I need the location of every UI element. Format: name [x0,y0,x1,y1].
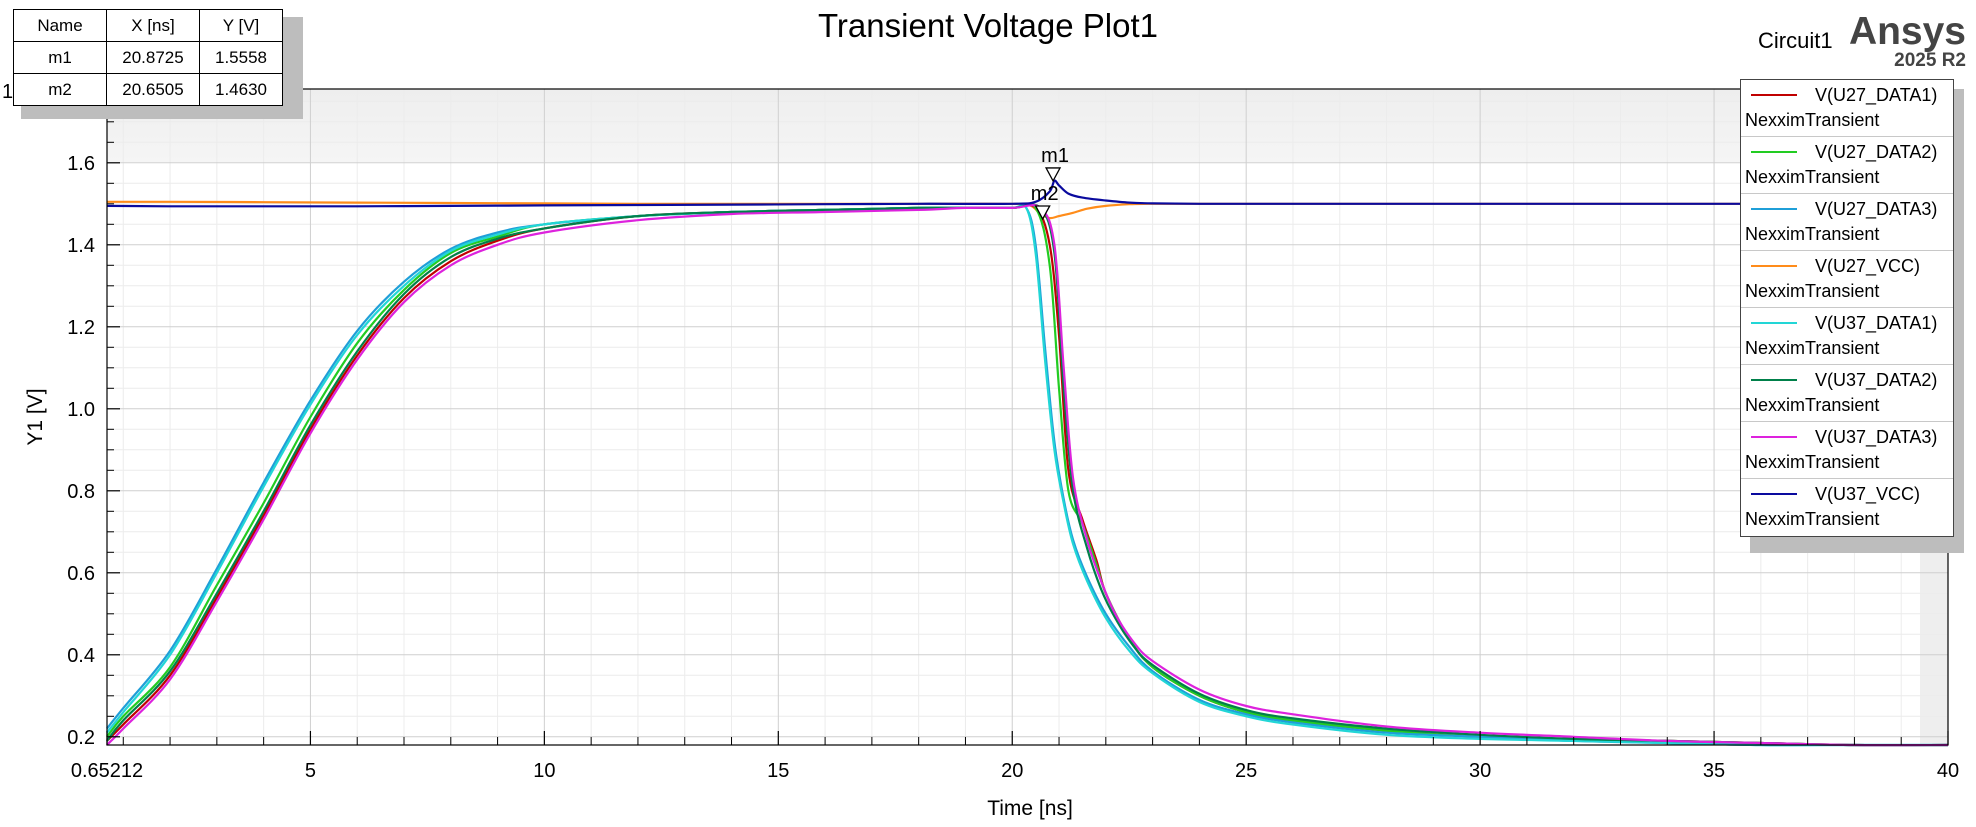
tick-layer: 0.65212 5 10 15 20 25 30 35 40 0.2 0.4 0.6 0.8 1.0 1.2… [67,100,1959,782]
x-tick-label: 20 [1001,760,1023,782]
legend-item-subtitle: NexximTransient [1745,509,1880,529]
legend-item-label: V(U27_DATA1) [1815,84,1938,105]
x-axis-label: Time [ns] [987,797,1073,820]
legend-item-row: V(U37_DATA3) [1745,422,1953,452]
marker-m2-triangle[interactable] [1034,205,1051,221]
y-tick-label: 1.0 [67,399,95,421]
series-layer [106,179,1949,747]
marker-m1-triangle[interactable] [1044,167,1062,183]
header-x: X [ns] [106,9,200,42]
table-row[interactable]: m2 20.6505 1.4630 [13,73,283,106]
x-tick-label: 35 [1703,760,1725,782]
marker-x-cell: 20.6505 [106,73,200,106]
x-tick-label: 5 [305,760,316,782]
series-line-vu37-data1 [106,203,1948,747]
legend-item-row: V(U27_DATA2) [1745,137,1953,167]
y-tick-label: 0.6 [67,563,95,585]
legend-item-subtitle: NexximTransient [1745,224,1880,244]
brand-version: 2025 R2 [1894,50,1966,71]
circuit-name: Circuit1 [1758,28,1833,53]
x-tick-label: 0.65212 [71,760,143,782]
minor-grid [107,89,1948,745]
legend-swatch-icon [1751,94,1797,96]
legend-swatch-icon [1751,493,1797,495]
table-row[interactable]: m1 20.8725 1.5558 [13,41,283,74]
legend-item[interactable]: V(U27_DATA2) NexximTransient [1741,137,1953,194]
x-tick-label: 15 [767,760,789,782]
x-tick-label: 30 [1469,760,1491,782]
y-tick-label: 0.4 [67,645,95,667]
marker-y-cell: 1.5558 [199,41,283,74]
y-tick-label: 0.8 [67,481,95,503]
legend-item[interactable]: V(U27_DATA1) NexximTransient [1741,80,1953,137]
legend-item[interactable]: V(U27_VCC) NexximTransient [1741,251,1953,308]
legend-swatch-icon [1751,151,1797,153]
legend-item[interactable]: V(U37_DATA1) NexximTransient [1741,308,1953,365]
legend-item-row: V(U37_DATA2) [1745,365,1953,395]
y-tick-label: 0.2 [67,727,95,749]
marker-name-cell: m1 [13,41,107,74]
header-y: Y [V] [199,9,283,42]
major-grid [107,89,1949,745]
legend-item-subtitle: NexximTransient [1745,395,1880,415]
y-axis-label: Y1 [V] [24,388,47,445]
chart-title: Transient Voltage Plot1 [818,7,1158,44]
x-tick-label: 25 [1235,760,1257,782]
legend-item-label: V(U27_DATA2) [1815,141,1938,162]
marker-table: Name X [ns] Y [V] m1 20.8725 1.5558 m2 2… [13,9,303,119]
legend-box: V(U27_DATA1) NexximTransient V(U27_DATA2) N… [1740,79,1954,537]
legend-item-subtitle: NexximTransient [1745,281,1880,301]
marker-layer: m1 m2 [1031,145,1069,221]
brand-logo-text: Ansys [1849,10,1966,53]
marker-m2-label: m2 [1031,183,1059,205]
marker-table-header: Name X [ns] Y [V] [13,9,283,42]
marker-table-grid: Name X [ns] Y [V] m1 20.8725 1.5558 m2 2… [13,9,283,106]
stray-digit: 1 [2,81,13,103]
legend-item-label: V(U37_VCC) [1815,483,1921,504]
x-tick-label: 10 [533,760,555,782]
legend-swatch-icon [1751,265,1797,267]
legend-swatch-icon [1751,436,1797,438]
legend-item[interactable]: V(U27_DATA3) NexximTransient [1741,194,1953,251]
y-tick-label: 1.2 [67,317,95,339]
legend-item-row: V(U37_DATA1) [1745,308,1953,338]
legend-item-subtitle: NexximTransient [1745,167,1880,187]
legend-item-row: V(U27_VCC) [1745,251,1953,281]
legend-item[interactable]: V(U37_VCC) NexximTransient [1741,479,1953,536]
marker-x-cell: 20.8725 [106,41,200,74]
y-tick-label: 1.4 [67,235,95,257]
legend-item-label: V(U27_VCC) [1815,255,1921,276]
legend-swatch-icon [1751,322,1797,324]
header-name: Name [13,9,107,42]
legend-item-label: V(U27_DATA3) [1815,198,1938,219]
legend-swatch-icon [1751,379,1797,381]
legend-item-row: V(U27_DATA3) [1745,194,1953,224]
marker-y-cell: 1.4630 [199,73,283,106]
series-line-vu37-vcc [106,179,1948,208]
legend-item[interactable]: V(U37_DATA2) NexximTransient [1741,365,1953,422]
series-line-vu37-data3 [106,204,1949,747]
legend-item-label: V(U37_DATA2) [1815,369,1938,390]
legend-item-label: V(U37_DATA3) [1815,426,1938,447]
y-tick-label: 1.6 [67,153,95,175]
legend-item-subtitle: NexximTransient [1745,338,1880,358]
legend-item-row: V(U27_DATA1) [1745,80,1953,110]
plot-area [107,89,1948,745]
legend-swatch-icon [1751,208,1797,210]
x-tick-label: 40 [1937,760,1959,782]
legend: V(U27_DATA1) NexximTransient V(U27_DATA2) N… [1740,79,1964,553]
legend-item-subtitle: NexximTransient [1745,110,1880,130]
legend-item-label: V(U37_DATA1) [1815,312,1938,333]
plot-top-band [107,89,1948,162]
legend-item-subtitle: NexximTransient [1745,452,1880,472]
legend-item[interactable]: V(U37_DATA3) NexximTransient [1741,422,1953,479]
marker-name-cell: m2 [13,73,107,106]
legend-item-row: V(U37_VCC) [1745,479,1953,509]
series-line-vu37-data2 [106,203,1949,747]
marker-m1-label: m1 [1041,145,1069,167]
